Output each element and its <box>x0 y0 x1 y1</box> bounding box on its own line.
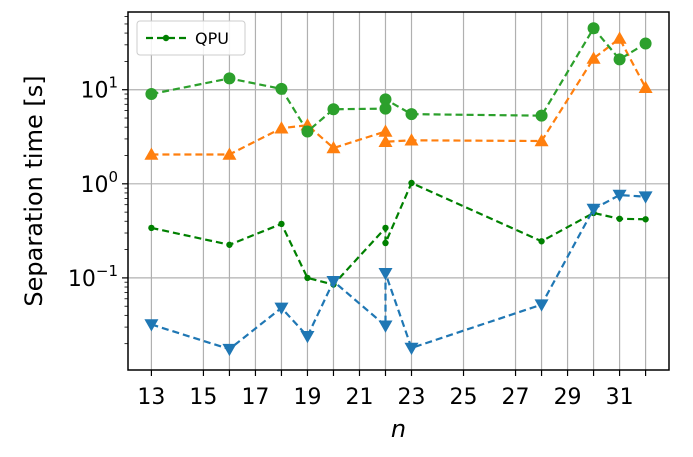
axis-ticks <box>122 16 647 376</box>
legend-marker <box>162 34 170 42</box>
data-point <box>378 268 393 281</box>
series-0 <box>148 179 649 288</box>
data-point <box>222 147 237 160</box>
data-point <box>145 88 158 101</box>
data-point <box>404 133 419 146</box>
data-point <box>405 108 418 121</box>
data-point <box>586 51 601 64</box>
data-point <box>382 224 389 232</box>
data-point <box>404 342 419 355</box>
data-point <box>144 319 159 332</box>
data-point <box>612 31 627 44</box>
x-tick-label: 21 <box>345 385 373 410</box>
data-point <box>616 215 623 222</box>
series-1 <box>144 189 653 357</box>
y-tick-label: 10−1 <box>68 262 118 292</box>
data-point <box>326 276 341 289</box>
series-line <box>151 181 646 286</box>
legend: QPU <box>136 20 246 56</box>
series-3 <box>145 22 652 138</box>
x-axis-label: n <box>391 415 406 443</box>
data-point <box>326 141 341 154</box>
series-line <box>151 36 647 156</box>
plot-frame <box>127 11 670 371</box>
data-point <box>144 147 159 160</box>
data-point <box>587 22 600 35</box>
data-point <box>538 238 545 245</box>
series-layer <box>144 22 653 357</box>
data-point <box>148 224 155 232</box>
data-point <box>638 80 653 93</box>
data-point <box>638 191 653 204</box>
data-point <box>639 37 652 50</box>
data-point <box>304 274 311 282</box>
x-tick-label: 31 <box>606 385 634 410</box>
y-tick-label: 101 <box>80 74 118 104</box>
x-tick-label: 27 <box>502 385 530 410</box>
data-point <box>300 330 315 344</box>
x-tick-label: 25 <box>450 385 478 410</box>
data-point <box>327 103 340 116</box>
x-tick-label: 17 <box>241 385 269 410</box>
data-point <box>301 125 314 138</box>
data-point <box>382 239 389 247</box>
y-tick-label: 100 <box>80 168 118 198</box>
data-point <box>642 216 649 223</box>
data-point <box>534 134 549 147</box>
data-point <box>535 109 548 122</box>
x-tick-label: 23 <box>398 385 426 410</box>
x-tick-label: 13 <box>137 385 165 410</box>
data-point <box>378 124 393 137</box>
x-tick-label: 29 <box>554 385 582 410</box>
data-point <box>408 179 415 187</box>
legend-box <box>136 20 246 56</box>
data-point <box>379 102 392 115</box>
x-tick-label: 19 <box>293 385 321 410</box>
data-point <box>275 82 288 95</box>
data-point <box>274 121 289 134</box>
y-tick-labels: 10−1 100 101 <box>68 74 118 292</box>
data-point <box>534 299 549 312</box>
data-point <box>378 320 393 333</box>
y-axis-label: Separation time [s] <box>20 75 48 306</box>
x-tick-label: 15 <box>189 385 217 410</box>
data-point <box>586 203 601 216</box>
data-point <box>226 241 233 248</box>
x-tick-labels: 13 15 17 19 21 23 25 27 29 31 <box>137 385 633 410</box>
data-point <box>378 134 393 147</box>
data-point <box>223 72 236 85</box>
series-line <box>151 193 646 351</box>
legend-label-qpu: QPU <box>195 29 229 48</box>
data-point <box>274 302 289 315</box>
data-point <box>613 53 626 66</box>
series-line <box>151 26 647 134</box>
data-point <box>612 189 627 203</box>
data-point <box>278 220 285 228</box>
data-point <box>379 93 392 106</box>
data-point <box>222 343 237 357</box>
